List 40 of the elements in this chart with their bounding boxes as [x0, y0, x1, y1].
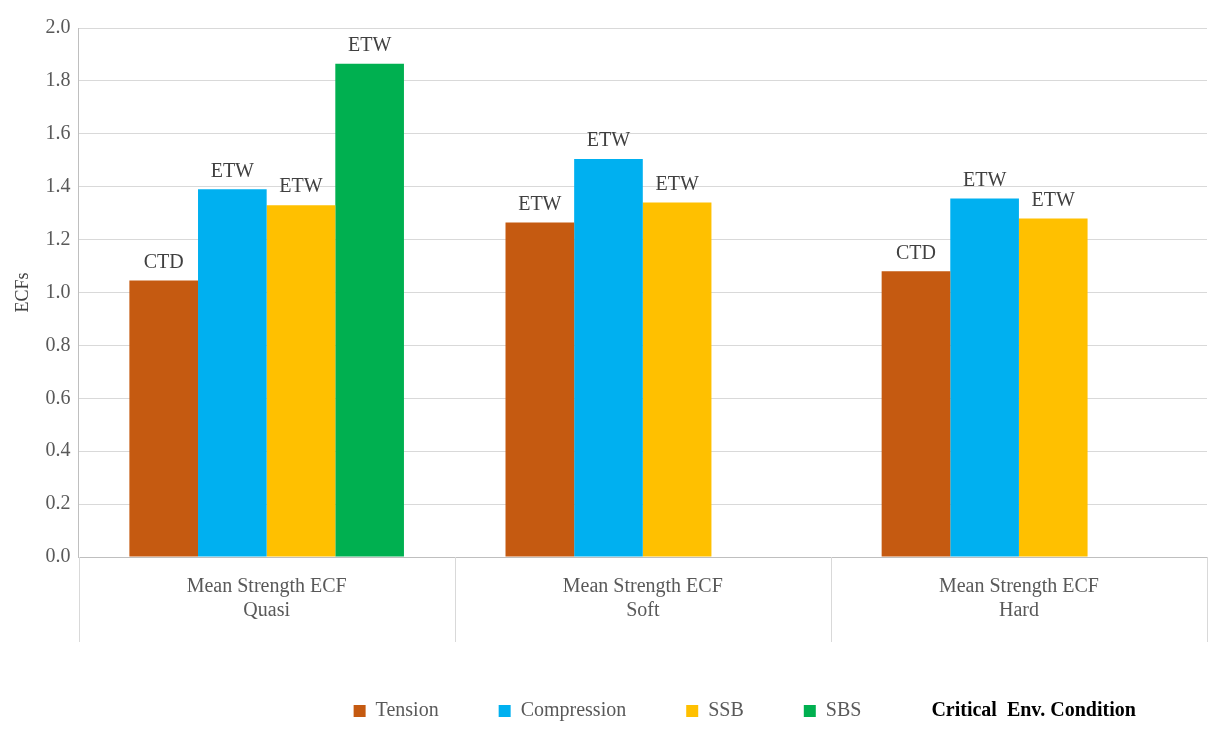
- data-label: ETW: [347, 32, 392, 55]
- legend-title: Critical Env. Condition: [931, 698, 1136, 721]
- y-axis-title: ECFs: [11, 272, 32, 313]
- data-label: ETW: [586, 128, 631, 151]
- y-tick-label: 0.2: [45, 491, 71, 514]
- x-tick-label: Mean Strength ECF Quasi: [186, 574, 347, 621]
- x-tick-label: Mean Strength ECF Hard: [938, 574, 1099, 621]
- y-tick-label: 0.8: [45, 332, 71, 355]
- legend-label: Compression: [520, 698, 627, 722]
- data-label: ETW: [1031, 187, 1076, 210]
- data-label: ETW: [655, 171, 699, 194]
- legend-label: SSB: [708, 698, 744, 721]
- bar: [129, 280, 199, 557]
- data-label: ETW: [279, 174, 323, 197]
- bar: [505, 222, 575, 557]
- legend-label: Tension: [375, 698, 439, 721]
- data-label: ETW: [962, 167, 1007, 190]
- bar: [881, 271, 951, 557]
- data-label: ETW: [210, 158, 255, 181]
- y-tick-label: 1.4: [45, 173, 71, 196]
- y-tick-label: 1.6: [45, 121, 71, 144]
- y-tick-label: 1.0: [45, 279, 71, 302]
- y-tick-label: 0.0: [45, 544, 71, 567]
- bar: [574, 158, 643, 557]
- data-label: ETW: [518, 191, 562, 214]
- bar: [198, 189, 267, 557]
- y-tick-label: 1.8: [45, 68, 71, 91]
- data-label: CTD: [895, 240, 936, 263]
- legend-label: SBS: [825, 698, 862, 721]
- y-tick-label: 2.0: [45, 15, 71, 38]
- x-tick-label: Mean Strength ECF Soft: [562, 574, 723, 621]
- y-tick-label: 1.2: [45, 226, 71, 249]
- bar: [642, 202, 712, 557]
- bar: [335, 63, 404, 557]
- data-label: CTD: [143, 249, 184, 272]
- y-tick-label: 0.4: [45, 438, 71, 461]
- y-tick-label: 0.6: [45, 385, 71, 408]
- bar: [1018, 218, 1088, 557]
- bar: [950, 198, 1019, 557]
- bar: [266, 205, 336, 557]
